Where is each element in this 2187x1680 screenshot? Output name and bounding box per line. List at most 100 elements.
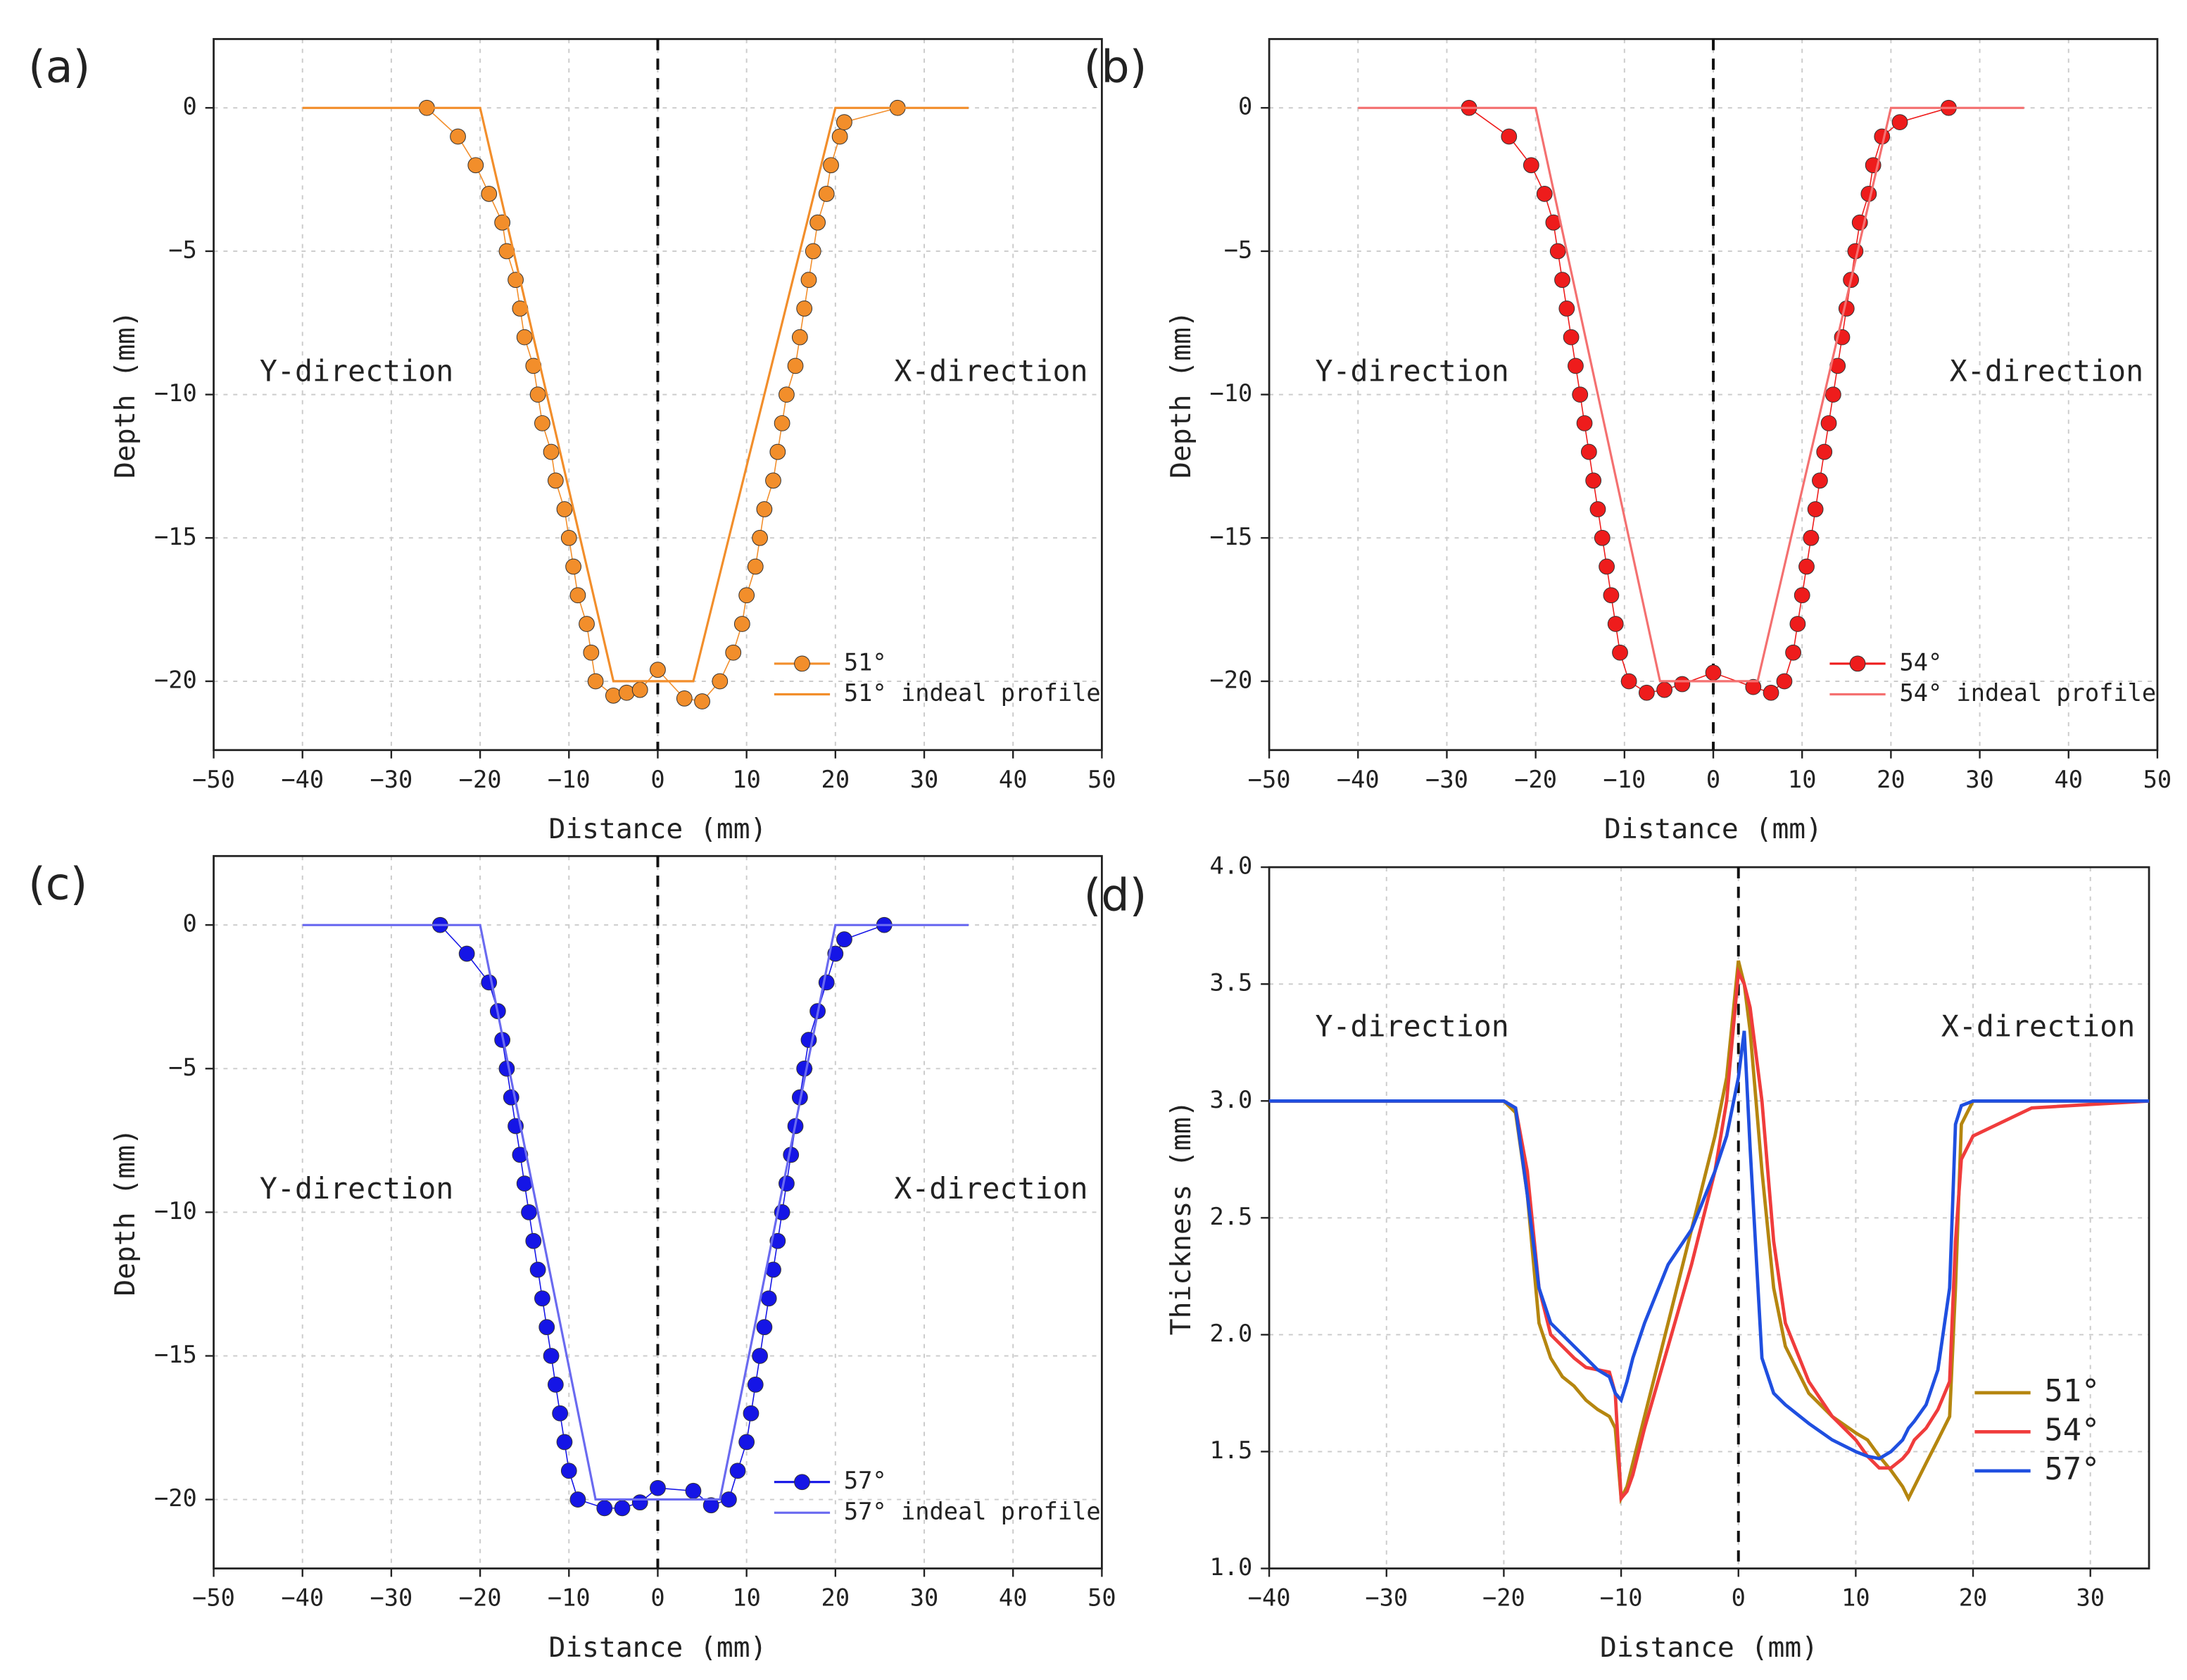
x-tick-label: −40 xyxy=(281,1584,324,1612)
marker xyxy=(556,1434,573,1451)
marker xyxy=(538,1319,555,1336)
marker xyxy=(1572,386,1589,403)
marker xyxy=(1891,114,1908,130)
legend-label: 57° xyxy=(844,1467,887,1494)
legend-label: 51° xyxy=(844,648,887,676)
marker xyxy=(552,1405,569,1422)
subplot: −50 −40 −30 −20 −10 0 10 20 30 40 50−20−15−10−50(a… xyxy=(28,38,1116,845)
x-tick-label: 20 xyxy=(821,1584,850,1612)
y-tick-label: −20 xyxy=(154,666,197,693)
marker xyxy=(769,443,786,460)
legend-label: 54° xyxy=(1899,648,1942,676)
marker xyxy=(1705,664,1722,681)
y-axis-label: Depth (mm) xyxy=(1165,310,1197,478)
marker xyxy=(534,415,550,431)
marker xyxy=(596,1500,613,1517)
marker xyxy=(1589,501,1606,517)
marker xyxy=(650,1479,666,1496)
marker xyxy=(787,358,804,374)
legend-marker xyxy=(794,1474,810,1491)
x-axis-label: Distance (mm) xyxy=(1604,813,1822,845)
marker xyxy=(1612,644,1628,661)
marker xyxy=(1580,443,1597,460)
marker xyxy=(805,243,821,260)
marker xyxy=(738,587,755,604)
marker xyxy=(836,931,852,948)
marker xyxy=(747,1376,764,1393)
marker xyxy=(1656,681,1673,698)
marker xyxy=(1607,616,1624,632)
x-tick-label: −20 xyxy=(1514,766,1557,793)
marker xyxy=(467,157,484,174)
series-line xyxy=(1269,966,2150,1503)
subplot: −50 −40 −30 −20 −10 0 10 20 30 40 50−20−15−10−50(b… xyxy=(1084,38,2172,845)
x-tick-label: −40 xyxy=(1337,766,1380,793)
y-tick-label: 0 xyxy=(183,93,197,120)
x-axis-label: Distance (mm) xyxy=(548,1631,767,1664)
marker xyxy=(1745,678,1762,695)
marker xyxy=(450,128,466,145)
marker xyxy=(729,1463,746,1479)
marker xyxy=(569,1491,586,1508)
marker xyxy=(547,1376,564,1393)
x-tick-label: 10 xyxy=(1841,1584,1870,1612)
legend-marker xyxy=(794,655,810,672)
marker xyxy=(1549,243,1566,260)
marker xyxy=(565,558,581,575)
y-tick-label: −20 xyxy=(1210,666,1253,693)
y-tick-label: 3.0 xyxy=(1210,1086,1253,1113)
legend-label: 54° indeal profile xyxy=(1899,679,2156,707)
marker xyxy=(712,673,729,690)
y-axis-label: Depth (mm) xyxy=(109,1128,141,1296)
marker xyxy=(560,1463,577,1479)
marker xyxy=(458,945,475,962)
marker xyxy=(676,690,693,707)
marker xyxy=(1638,684,1655,701)
annotation: X-direction xyxy=(1950,353,2143,388)
marker xyxy=(1594,529,1611,546)
marker xyxy=(587,673,604,690)
y-tick-label: 0 xyxy=(183,910,197,937)
series-line xyxy=(302,106,969,683)
x-tick-label: −10 xyxy=(548,1584,591,1612)
marker xyxy=(614,1500,631,1517)
marker xyxy=(521,1204,537,1220)
x-tick-label: 20 xyxy=(821,766,850,793)
marker xyxy=(725,644,742,661)
y-tick-label: 2.0 xyxy=(1210,1320,1253,1347)
marker xyxy=(1576,415,1593,431)
y-axis-label: Depth (mm) xyxy=(109,310,141,478)
x-tick-label: 30 xyxy=(910,766,939,793)
x-tick-label: 40 xyxy=(999,766,1028,793)
x-tick-label: −10 xyxy=(548,766,591,793)
marker xyxy=(525,1232,542,1249)
marker xyxy=(756,1319,773,1336)
marker xyxy=(1816,443,1833,460)
marker xyxy=(738,1434,755,1451)
marker xyxy=(694,693,710,709)
marker xyxy=(1558,300,1575,317)
marker xyxy=(534,1290,550,1307)
marker xyxy=(756,501,773,517)
marker xyxy=(1536,186,1553,202)
marker xyxy=(800,272,817,289)
marker xyxy=(1599,558,1615,575)
marker xyxy=(579,616,595,632)
marker xyxy=(543,443,560,460)
marker xyxy=(569,587,586,604)
marker xyxy=(1620,673,1637,690)
marker xyxy=(1554,272,1570,289)
subplot: −40 −30 −20 −10 0 10 20 30 1.0 1.5 2.0 2.5 3.0 3.5 4.0… xyxy=(1084,852,2150,1664)
marker xyxy=(529,386,546,403)
x-tick-label: −20 xyxy=(459,766,502,793)
panel-label: (a) xyxy=(28,41,90,93)
marker xyxy=(512,1147,529,1163)
marker xyxy=(685,1482,702,1499)
y-tick-label: 1.0 xyxy=(1210,1553,1253,1581)
x-tick-label: 30 xyxy=(1965,766,1994,793)
legend-marker xyxy=(1849,655,1866,672)
annotation: X-direction xyxy=(1941,1009,2135,1043)
marker xyxy=(516,329,533,346)
marker xyxy=(481,186,498,202)
